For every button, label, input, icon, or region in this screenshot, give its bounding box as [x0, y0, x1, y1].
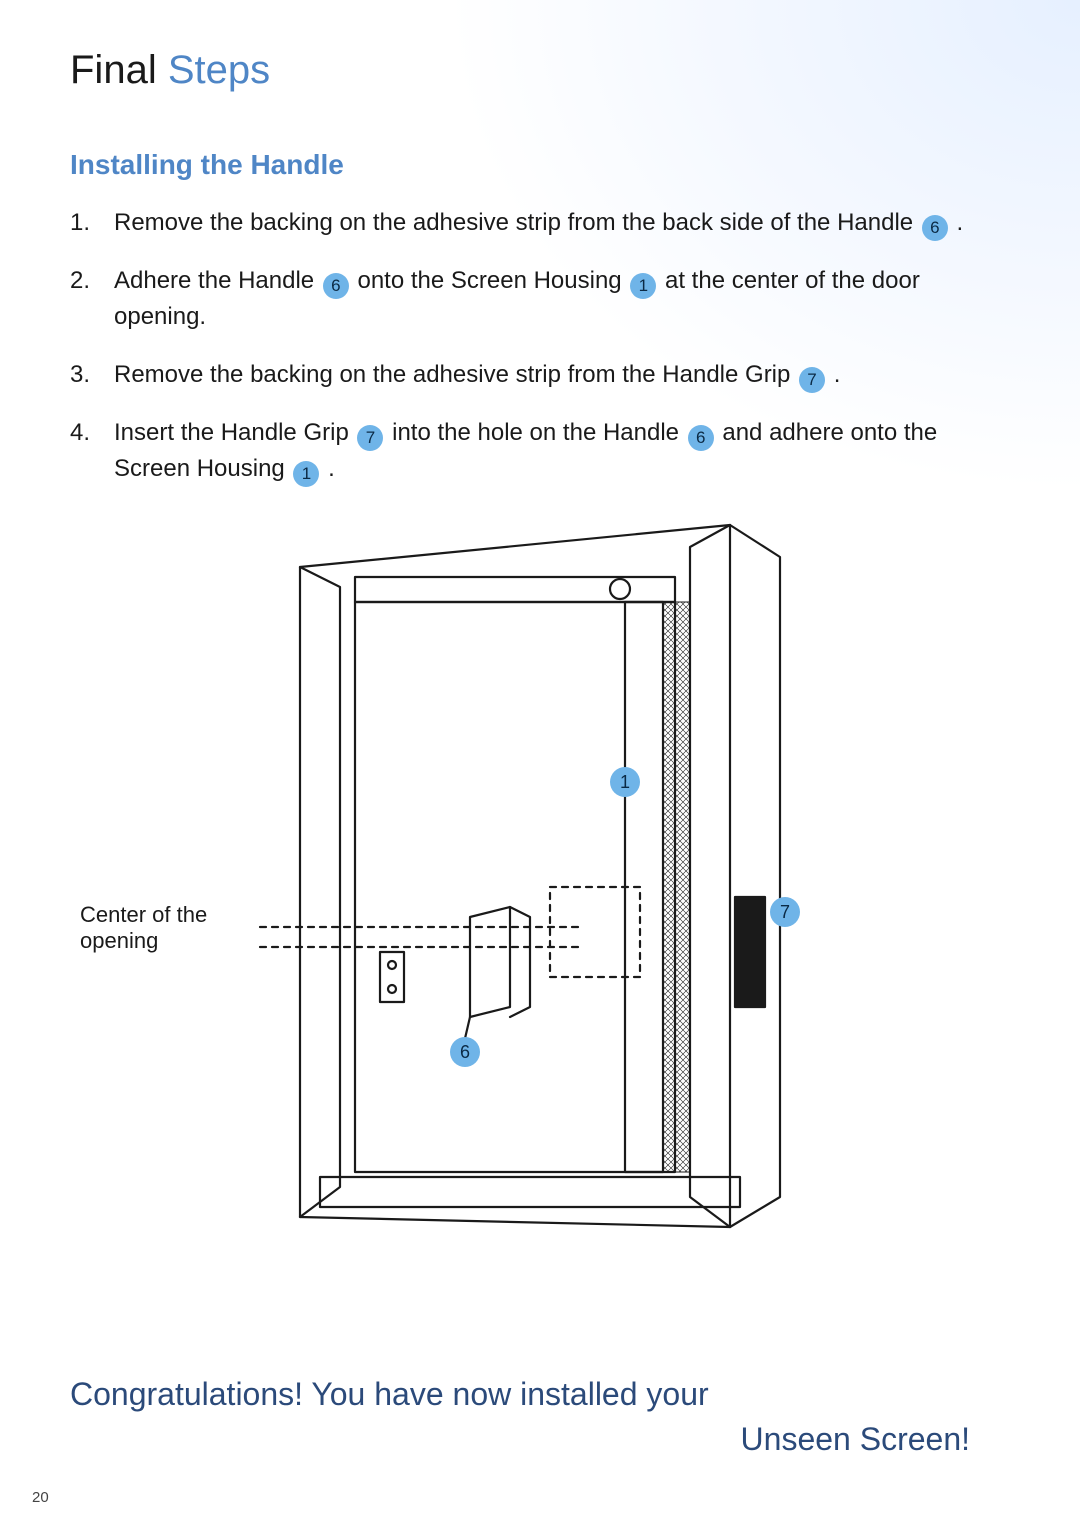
step-text: Remove the backing on the adhesive strip…: [114, 361, 797, 388]
step-item: Adhere the Handle 6 onto the Screen Hous…: [70, 263, 1010, 335]
step-item: Remove the backing on the adhesive strip…: [70, 357, 1010, 393]
step-list: Remove the backing on the adhesive strip…: [70, 205, 1010, 487]
step-item: Remove the backing on the adhesive strip…: [70, 205, 1010, 241]
title-word-2: Steps: [168, 48, 270, 92]
part-badge: 6: [323, 273, 349, 299]
door-diagram: [170, 517, 910, 1237]
part-badge: 6: [688, 425, 714, 451]
page-number: 20: [32, 1489, 49, 1506]
step-text: into the hole on the Handle: [385, 419, 685, 446]
step-text: Adhere the Handle: [114, 267, 321, 294]
part-badge: 1: [630, 273, 656, 299]
part-badge: 7: [799, 367, 825, 393]
callout-center-opening: Center of the opening: [80, 902, 250, 954]
figure: Center of the opening 1 7 6: [170, 517, 910, 1237]
congrats-message: Congratulations! You have now installed …: [70, 1372, 1010, 1462]
congrats-line-2: Unseen Screen!: [70, 1417, 1010, 1462]
step-text: Remove the backing on the adhesive strip…: [114, 209, 920, 236]
figure-badge-7: 7: [770, 897, 800, 927]
figure-badge-1: 1: [610, 767, 640, 797]
congrats-line-1: Congratulations! You have now installed …: [70, 1376, 709, 1412]
part-badge: 6: [922, 215, 948, 241]
step-text: .: [827, 361, 840, 388]
part-badge: 1: [293, 461, 319, 487]
page-title: Final Steps: [70, 48, 1010, 93]
step-text: .: [321, 455, 334, 482]
figure-badge-6: 6: [450, 1037, 480, 1067]
section-subhead: Installing the Handle: [70, 149, 1010, 181]
step-item: Insert the Handle Grip 7 into the hole o…: [70, 415, 1010, 487]
step-text: Insert the Handle Grip: [114, 419, 355, 446]
part-badge: 7: [357, 425, 383, 451]
step-text: .: [950, 209, 963, 236]
step-text: onto the Screen Housing: [351, 267, 629, 294]
title-word-1: Final: [70, 48, 157, 92]
